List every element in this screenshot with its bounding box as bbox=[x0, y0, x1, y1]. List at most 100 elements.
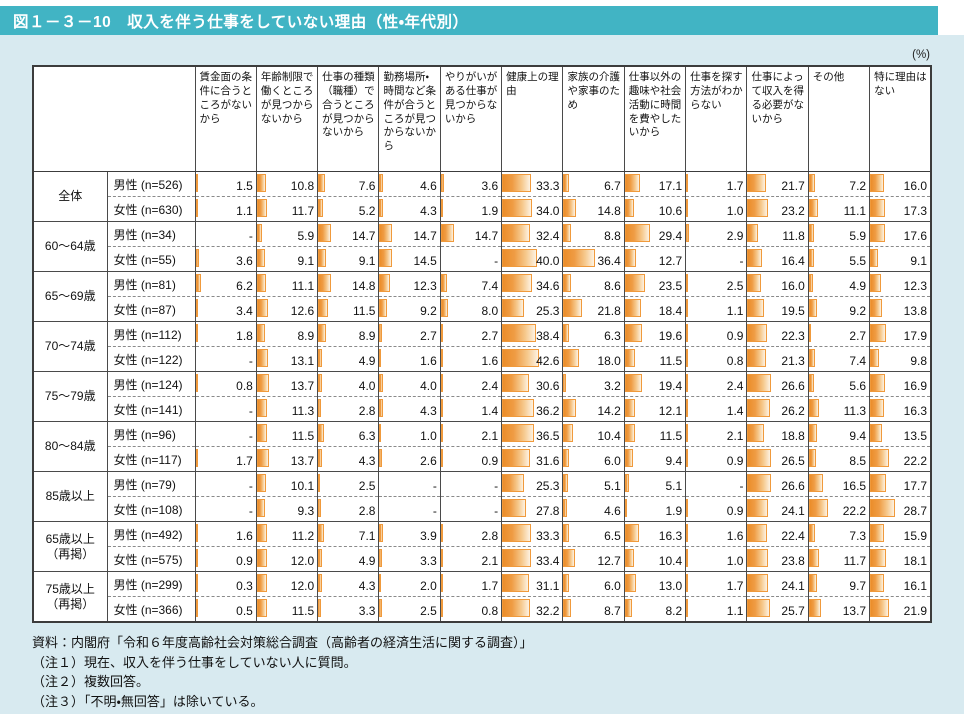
value-text: 3.9 bbox=[420, 529, 437, 543]
value-text: 33.3 bbox=[536, 529, 560, 543]
value-bar bbox=[257, 274, 267, 292]
value-bar bbox=[379, 324, 382, 342]
value-cell: 11.5 bbox=[255, 596, 318, 622]
value-bar bbox=[870, 224, 886, 242]
value-text: 10.1 bbox=[290, 479, 315, 493]
value-cell: 7.4 bbox=[807, 346, 870, 372]
value-text: 21.8 bbox=[597, 304, 621, 318]
value-text: 13.7 bbox=[842, 604, 867, 618]
value-text: 1.1 bbox=[236, 204, 253, 218]
value-cell: 7.2 bbox=[807, 171, 870, 197]
value-text: 18.0 bbox=[597, 354, 621, 368]
value-cell: 9.1 bbox=[317, 246, 379, 272]
value-cell: 26.2 bbox=[746, 396, 809, 422]
value-bar bbox=[318, 374, 322, 392]
value-cell: 9.4 bbox=[807, 421, 870, 447]
value-bar bbox=[379, 374, 383, 392]
value-cell: 7.1 bbox=[317, 521, 379, 547]
figure-title-bar: 図１－３－10 収入を伴う仕事をしていない理由（性・年代別） bbox=[0, 6, 938, 35]
value-cell: - bbox=[378, 496, 441, 522]
value-cell: 7.3 bbox=[807, 521, 870, 547]
value-bar bbox=[379, 524, 383, 542]
value-cell: 33.3 bbox=[501, 521, 563, 547]
value-bar bbox=[747, 449, 771, 467]
value-cell: 12.7 bbox=[623, 246, 686, 272]
value-bar bbox=[318, 199, 323, 217]
value-cell: 13.7 bbox=[255, 371, 318, 397]
value-text: 17.7 bbox=[903, 479, 927, 493]
value-bar bbox=[502, 599, 531, 617]
value-text: 26.2 bbox=[781, 404, 805, 418]
value-bar bbox=[441, 399, 443, 417]
value-cell: 14.2 bbox=[562, 396, 625, 422]
value-bar bbox=[502, 524, 532, 542]
value-cell: 5.1 bbox=[623, 471, 686, 497]
value-bar bbox=[379, 449, 382, 467]
value-bar bbox=[379, 224, 393, 242]
value-text: 24.1 bbox=[781, 504, 805, 518]
value-cell: 2.5 bbox=[317, 471, 379, 497]
value-text: 2.8 bbox=[481, 529, 499, 543]
value-bar bbox=[318, 349, 323, 367]
value-bar bbox=[809, 524, 816, 542]
value-bar bbox=[809, 374, 814, 392]
value-cell: 33.4 bbox=[501, 546, 563, 572]
value-cell: 36.2 bbox=[501, 396, 563, 422]
value-bar bbox=[563, 299, 583, 317]
value-bar bbox=[441, 574, 443, 592]
value-cell: 9.2 bbox=[807, 296, 870, 322]
value-bar bbox=[318, 324, 326, 342]
value-bar bbox=[379, 399, 384, 417]
value-bar bbox=[379, 199, 384, 217]
value-cell: 3.3 bbox=[378, 546, 441, 572]
value-text: 9.2 bbox=[849, 304, 867, 318]
value-bar bbox=[196, 599, 198, 617]
value-cell: 5.5 bbox=[807, 246, 870, 272]
footnote-3: （注３）「不明・無回答」は除いている。 bbox=[32, 693, 264, 709]
value-text: 7.2 bbox=[849, 179, 867, 193]
value-bar bbox=[747, 324, 767, 342]
value-text: 9.8 bbox=[910, 354, 927, 368]
table-row: 女性 (n=117) 1.7 13.7 4.3 2.6 0.9 31.6 6.0 9.4 0.9 2… bbox=[33, 446, 931, 472]
value-text: 11.5 bbox=[291, 429, 315, 443]
value-cell: 9.2 bbox=[378, 296, 441, 322]
value-bar bbox=[257, 549, 268, 567]
value-text: 6.5 bbox=[604, 529, 621, 543]
value-cell: 18.0 bbox=[562, 346, 625, 372]
value-text: 3.3 bbox=[358, 604, 376, 618]
value-bar bbox=[441, 374, 443, 392]
value-cell: 2.5 bbox=[685, 271, 747, 297]
value-cell: 5.9 bbox=[255, 221, 318, 247]
value-text: 32.2 bbox=[536, 604, 560, 618]
value-text: 14.5 bbox=[413, 254, 437, 268]
value-bar bbox=[686, 324, 689, 342]
value-text: 9.4 bbox=[665, 454, 683, 468]
value-cell: - bbox=[685, 471, 747, 497]
value-cell: 0.3 bbox=[194, 571, 257, 597]
value-bar bbox=[563, 174, 570, 192]
value-bar bbox=[809, 449, 817, 467]
value-cell: 1.7 bbox=[685, 171, 747, 197]
value-text: 3.6 bbox=[236, 254, 253, 268]
value-bar bbox=[563, 549, 575, 567]
value-text: - bbox=[739, 254, 744, 268]
value-bar bbox=[870, 574, 885, 592]
value-text: 2.1 bbox=[726, 429, 744, 443]
value-text: 32.4 bbox=[536, 229, 560, 243]
value-cell: 2.6 bbox=[378, 446, 441, 472]
value-bar bbox=[502, 199, 532, 217]
reasons-table: 賃金面の条件に合うところがないから 年齢制限で働くところが見つからないから 仕事の種… bbox=[32, 65, 932, 623]
value-bar bbox=[747, 224, 758, 242]
row-label: 女性 (n=87) bbox=[106, 296, 195, 322]
value-bar bbox=[502, 174, 532, 192]
value-bar bbox=[257, 199, 267, 217]
value-bar bbox=[379, 174, 384, 192]
value-bar bbox=[747, 499, 769, 517]
value-text: 12.3 bbox=[413, 279, 437, 293]
value-bar bbox=[441, 524, 444, 542]
table-row: 85歳以上 男性 (n=79) - 10.1 2.5 - - 25.3 5.1 5.1 - 26.6 1… bbox=[33, 471, 931, 522]
value-cell: 8.6 bbox=[562, 271, 625, 297]
value-bar bbox=[686, 299, 689, 317]
value-bar bbox=[318, 399, 321, 417]
value-text: 15.9 bbox=[903, 529, 927, 543]
